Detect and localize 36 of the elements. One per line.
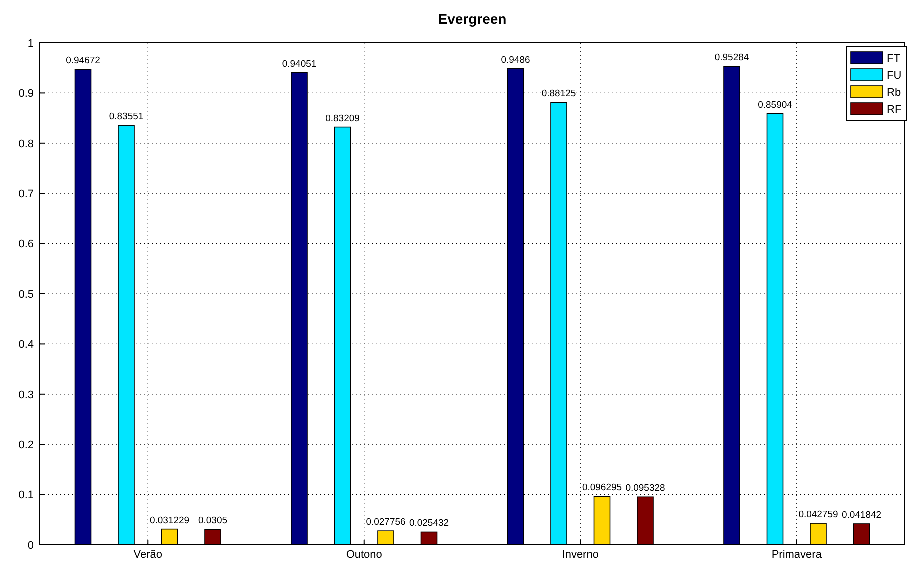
data-label: 0.9486 [501,54,530,66]
x-tick-label: Inverno [562,549,599,561]
y-tick-label: 0.4 [18,339,34,352]
y-tick-label: 1 [28,38,34,50]
data-label: 0.83551 [109,112,144,123]
legend-label: FT [887,52,901,65]
data-label: 0.94672 [66,56,100,67]
legend-label: FU [887,70,902,82]
data-label: 0.85904 [758,100,792,111]
data-label: 0.027756 [366,517,406,528]
data-label: 0.095328 [626,483,666,494]
x-tick-label: Outono [346,549,382,561]
data-label: 0.096295 [582,482,622,494]
y-tick-label: 0.3 [18,389,34,402]
y-tick-label: 0.8 [18,138,34,150]
x-tick-label: Primavera [772,549,823,561]
chart-title: Evergreen [438,11,507,27]
data-label: 0.042759 [798,510,838,521]
y-tick-label: 0.2 [18,439,34,452]
data-label: 0.88125 [542,88,576,100]
data-label: 0.94051 [282,58,317,70]
legend-label: RF [887,104,902,116]
x-tick-label: Verão [134,549,162,561]
data-label: 0.0305 [198,516,228,527]
legend-label: Rb [887,86,902,99]
y-tick-label: 0.9 [18,88,34,100]
y-tick-label: 0.6 [18,238,34,251]
y-tick-label: 0.1 [18,490,34,502]
data-label: 0.025432 [409,518,450,530]
data-label: 0.83209 [326,113,360,124]
y-tick-label: 0.7 [18,188,34,200]
data-label: 0.031229 [150,515,190,526]
y-tick-label: 0.5 [18,288,34,301]
y-tick-label: 0 [28,540,34,552]
data-label: 0.041842 [842,510,882,521]
data-label: 0.95284 [714,52,750,64]
